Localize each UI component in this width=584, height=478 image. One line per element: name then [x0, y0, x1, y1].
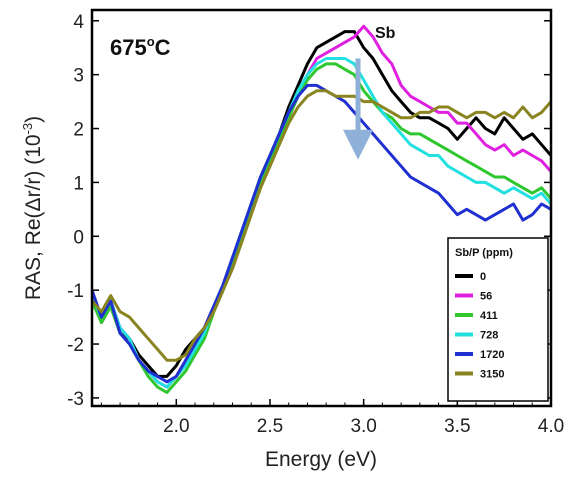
legend-label-728: 728 — [480, 330, 498, 342]
plot-frame — [90, 8, 553, 408]
y-tick-label: 2 — [73, 120, 84, 141]
y-tick-label: 0 — [73, 227, 84, 248]
legend: Sb/P (ppm) 0 56 411 728 1720 3150 — [447, 237, 549, 402]
series-line-1720 — [92, 83, 551, 384]
legend-title: Sb/P (ppm) — [455, 247, 513, 259]
y-tick-label: 3 — [73, 66, 84, 87]
y-tick-label: -1 — [67, 281, 84, 302]
series-line-3150 — [92, 89, 551, 362]
x-axis-label: Energy (eV) — [265, 448, 377, 471]
y-tick-label: -3 — [67, 389, 84, 410]
series-line-0 — [92, 30, 551, 378]
y-tick-label: -2 — [67, 335, 84, 356]
x-axis: 2.0 2.5 3.0 3.5 4.0 — [100, 399, 564, 437]
legend-label-3150: 3150 — [480, 369, 504, 381]
x-tick-label: 3.5 — [444, 416, 470, 437]
x-tick-label: 2.5 — [257, 416, 283, 437]
y-tick-label: 1 — [73, 173, 84, 194]
y-tick-label: 4 — [73, 12, 84, 33]
legend-label-1720: 1720 — [480, 349, 504, 361]
series-line-728 — [92, 57, 551, 389]
x-tick-label: 4.0 — [538, 416, 564, 437]
x-tick-label: 2.0 — [163, 416, 189, 437]
legend-items: 0 56 411 728 1720 3150 — [455, 271, 504, 381]
sb-peak-label: Sb — [375, 25, 396, 42]
temperature-label: 675oC — [110, 34, 171, 60]
series-layer — [92, 24, 551, 394]
legend-label-0: 0 — [480, 271, 486, 283]
series-line-411 — [92, 62, 551, 394]
x-tick-label: 3.0 — [350, 416, 376, 437]
legend-label-411: 411 — [480, 310, 498, 322]
y-axis-label: RAS, Re(Δr/r) (10-3) — [20, 116, 45, 300]
legend-label-56: 56 — [480, 291, 492, 303]
